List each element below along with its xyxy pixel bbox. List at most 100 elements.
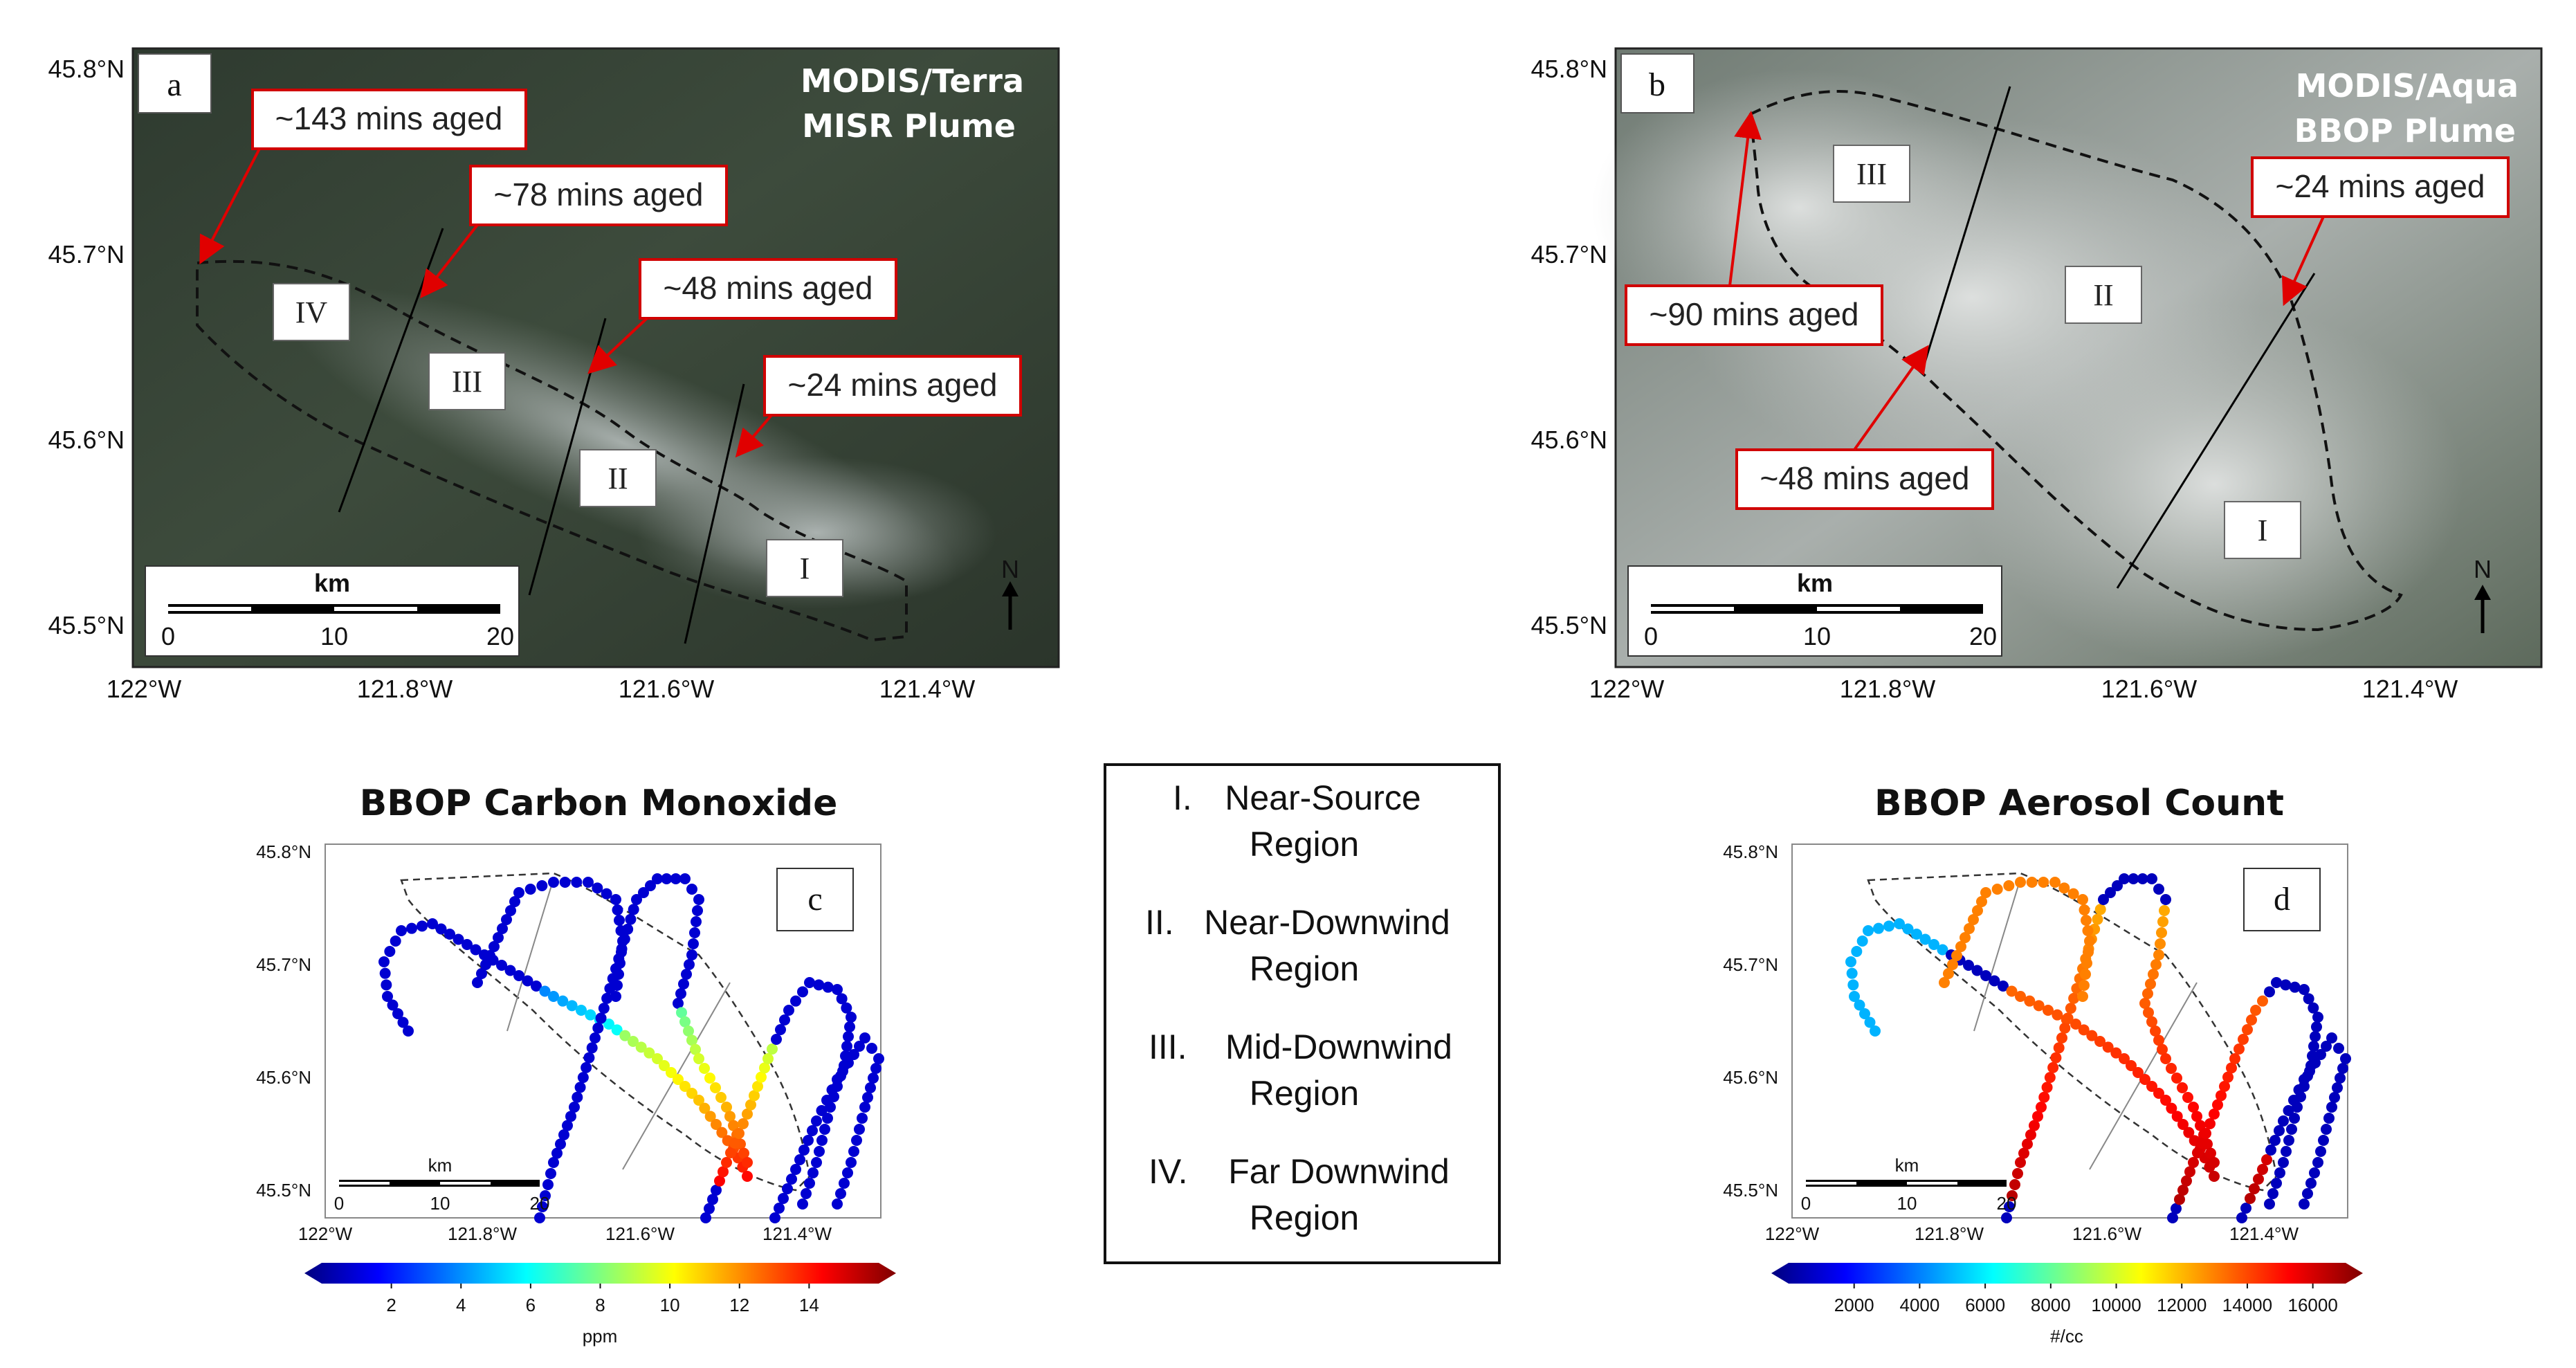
svg-text:20: 20 (1969, 622, 1997, 650)
track-point (2283, 1105, 2294, 1116)
track-point (2145, 978, 2156, 989)
track-point (721, 1157, 732, 1168)
track-point (2119, 1053, 2130, 1064)
track-point (749, 1090, 760, 1102)
svg-text:45.8°N: 45.8°N (1531, 55, 1607, 83)
track-point (1854, 999, 1865, 1011)
track-point (771, 1034, 782, 1045)
track-point (1951, 950, 1962, 961)
track-point (700, 1212, 711, 1223)
track-point (2245, 1193, 2256, 1204)
track-point (406, 922, 417, 934)
track-point (2321, 1124, 2332, 1135)
track-point (2250, 1005, 2261, 1016)
track-point (497, 923, 508, 934)
svg-text:km: km (1797, 569, 1833, 597)
track-point (2274, 1167, 2285, 1178)
track-point (534, 1212, 545, 1223)
track-point (2269, 1135, 2281, 1146)
region-legend-box (1104, 763, 1501, 1264)
svg-text:20: 20 (486, 622, 514, 650)
svg-text:~48 mins aged: ~48 mins aged (663, 270, 873, 306)
track-point (2312, 1012, 2323, 1023)
track-point (652, 873, 663, 884)
track-point (2032, 1111, 2043, 1122)
track-point (841, 1041, 852, 1052)
track-point (1998, 981, 2009, 992)
track-point (2150, 1025, 2161, 1037)
svg-text:45.8°N: 45.8°N (1723, 841, 1778, 862)
track-point (2007, 1190, 2018, 1201)
track-point (851, 1135, 862, 1146)
track-point (699, 1063, 710, 1074)
track-point (2340, 1053, 2351, 1064)
svg-text:45.7°N: 45.7°N (256, 954, 311, 975)
svg-text:Mid-Downwind: Mid-Downwind (1225, 1028, 1452, 1066)
track-point (2160, 1095, 2171, 1106)
track-point (453, 933, 464, 945)
track-point (2308, 1002, 2319, 1014)
panel-b-title-2: BBOP Plume (2294, 112, 2516, 149)
track-point (2196, 1138, 2207, 1149)
track-point (711, 1119, 722, 1130)
track-point (859, 1102, 870, 1113)
region-a-ii: II (579, 449, 657, 507)
track-point (814, 1146, 825, 1157)
track-point (619, 1030, 631, 1041)
colorbar-tick-label: 4000 (1899, 1295, 1939, 1315)
svg-text:121.6°W: 121.6°W (619, 675, 714, 703)
svg-text:III.: III. (1149, 1028, 1187, 1066)
track-point (472, 977, 483, 988)
track-point (2038, 1091, 2050, 1103)
track-point (2044, 1072, 2056, 1084)
track-point (1972, 905, 1983, 916)
panel-a-title-2: MISR Plume (802, 107, 1016, 145)
axis-b-y: 45.8°N 45.7°N 45.6°N 45.5°N (1531, 55, 1607, 639)
track-point (693, 1053, 704, 1064)
scale-bar-a: km 0 10 20 (145, 565, 520, 657)
track-point (2261, 1154, 2272, 1165)
track-point (684, 959, 695, 970)
track-point (2110, 1047, 2122, 1059)
track-point (718, 1166, 729, 1178)
track-point (678, 978, 689, 989)
track-point (843, 1057, 854, 1068)
track-point (513, 970, 524, 981)
track-point (710, 1082, 721, 1093)
track-point (2160, 894, 2171, 905)
track-point (545, 1168, 556, 1179)
track-point (2105, 887, 2116, 898)
track-point (807, 1167, 819, 1178)
track-point (2079, 980, 2090, 991)
svg-text:10: 10 (1803, 622, 1831, 650)
track-point (870, 1063, 881, 1074)
track-point (2067, 888, 2079, 900)
track-point (2234, 1043, 2245, 1055)
track-point (2253, 1174, 2264, 1185)
track-point (742, 1171, 753, 1182)
track-point (2153, 1034, 2164, 1046)
track-point (378, 956, 390, 967)
track-point (846, 1012, 857, 1023)
panel-d-letter-box (2243, 868, 2321, 931)
track-point (2171, 1073, 2182, 1084)
svg-text:45.7°N: 45.7°N (1531, 240, 1607, 268)
track-point (566, 1000, 578, 1012)
track-point (797, 986, 808, 998)
track-point (2157, 916, 2168, 927)
track-point (1955, 941, 1966, 952)
track-point (470, 944, 482, 956)
scale-bar-b: km 0 10 20 (1627, 565, 2002, 657)
track-point (576, 1005, 587, 1016)
track-point (2006, 985, 2018, 997)
svg-text:121.4°W: 121.4°W (879, 675, 975, 703)
track-point (381, 979, 392, 991)
panel-b: b MODIS/Aqua BBOP Plume III II I ~24 min… (1531, 47, 2543, 703)
svg-text:10: 10 (430, 1193, 450, 1214)
track-point (590, 1032, 601, 1043)
track-point (540, 1190, 551, 1201)
track-point (614, 915, 625, 926)
track-point (716, 1127, 728, 1138)
track-point (801, 1188, 812, 1199)
track-point (551, 1147, 563, 1159)
